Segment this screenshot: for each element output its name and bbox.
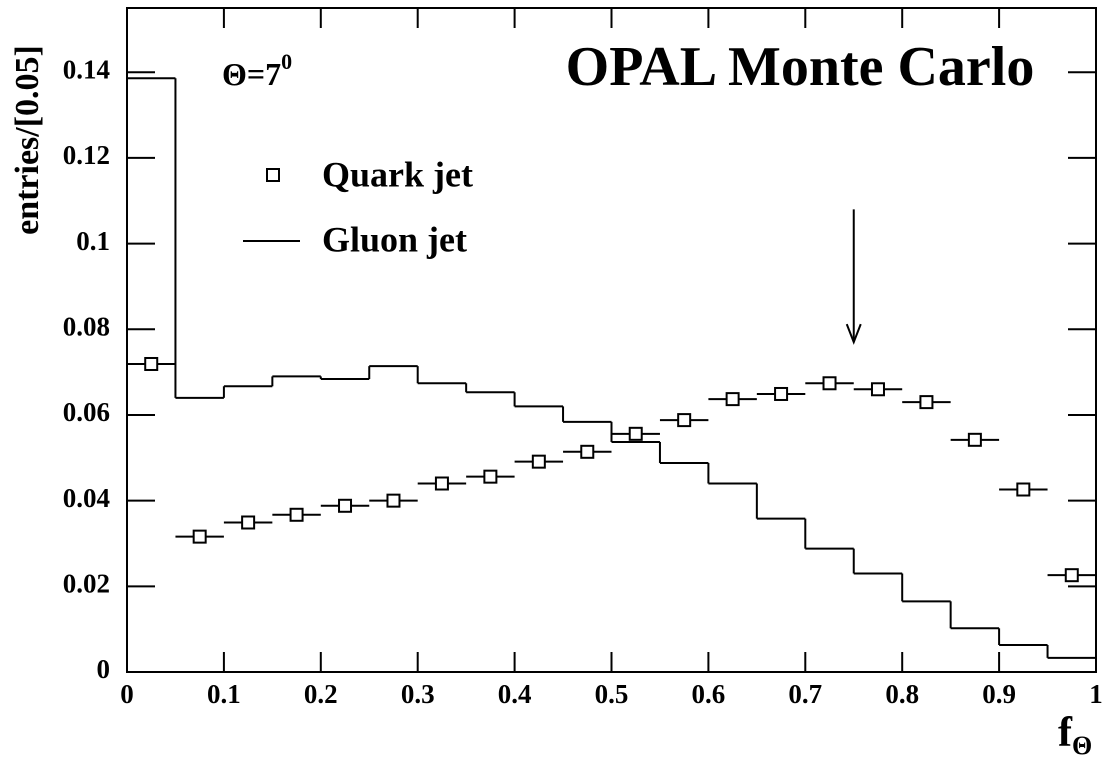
- marker: [919, 395, 934, 410]
- legend-marker: [266, 168, 280, 182]
- x-tick-label: 0.5: [595, 679, 629, 709]
- x-tick-label: 0.7: [788, 679, 822, 709]
- marker: [338, 498, 353, 513]
- y-tick-label: 0.14: [63, 54, 110, 84]
- plot-frame: [126, 7, 1097, 673]
- marker: [870, 382, 885, 397]
- y-tick-label: 0: [97, 654, 111, 684]
- x-tick-label: 0.9: [982, 679, 1016, 709]
- x-tick-label: 1: [1089, 679, 1103, 709]
- arrow-head: [845, 323, 862, 345]
- legend-label: Quark jet: [322, 154, 473, 194]
- legend-label: Gluon jet: [322, 219, 467, 259]
- x-axis-label: fΘ: [1058, 710, 1092, 757]
- theta-label: Θ=70: [222, 49, 292, 92]
- x-tick-label: 0.1: [207, 679, 241, 709]
- y-tick-label: 0.06: [63, 397, 110, 427]
- marker: [192, 529, 207, 544]
- y-axis-label: entries/[0.05]: [9, 45, 46, 235]
- marker: [967, 432, 982, 447]
- theta-text: Θ=7: [222, 56, 281, 92]
- marker: [386, 493, 401, 508]
- y-tick-label: 0.12: [63, 140, 110, 170]
- x-tick-label: 0.4: [498, 679, 532, 709]
- marker: [1016, 482, 1031, 497]
- x-tick-label: 0: [120, 679, 134, 709]
- marker: [434, 476, 449, 491]
- marker: [725, 392, 740, 407]
- x-tick-label: 0.2: [304, 679, 338, 709]
- x-tick-label: 0.3: [401, 679, 435, 709]
- marker: [483, 469, 498, 484]
- marker: [677, 413, 692, 428]
- marker: [289, 507, 304, 522]
- x-tick-label: 0.6: [692, 679, 726, 709]
- x-tick-label: 0.8: [885, 679, 919, 709]
- marker: [580, 444, 595, 459]
- theta-sup: 0: [281, 49, 292, 74]
- chart-title: OPAL Monte Carlo: [566, 36, 1035, 98]
- x-label-text: f: [1058, 710, 1073, 756]
- y-tick-label: 0.1: [76, 226, 110, 256]
- marker: [531, 454, 546, 469]
- y-tick-label: 0.04: [63, 483, 110, 513]
- marker: [144, 356, 159, 371]
- marker: [822, 376, 837, 391]
- x-label-sub: Θ: [1072, 731, 1092, 757]
- y-tick-label: 0.08: [63, 311, 110, 341]
- marker: [628, 426, 643, 441]
- marker: [774, 386, 789, 401]
- marker: [241, 515, 256, 530]
- y-tick-label: 0.02: [63, 569, 110, 599]
- marker: [1064, 568, 1079, 583]
